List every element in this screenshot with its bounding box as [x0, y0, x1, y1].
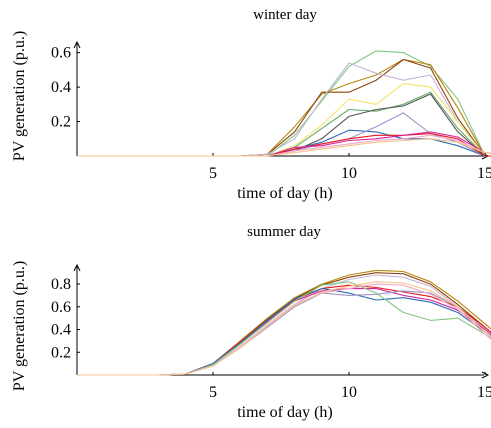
winter-y-tick-label: 0.6 [51, 45, 71, 62]
summer-ticks: 51015200.20.40.60.8 [51, 276, 491, 401]
winter-x-tick-label: 10 [341, 165, 357, 182]
summer-y-tick-label: 0.2 [51, 344, 71, 361]
winter-series-line-6 [77, 92, 491, 156]
summer-series-line-6 [77, 289, 491, 375]
winter-series-line-2 [77, 60, 491, 157]
winter-chart: winter day PV generation (p.u.) time of … [11, 7, 491, 202]
summer-series-line-8 [77, 291, 491, 375]
winter-ylabel: PV generation (p.u.) [11, 31, 28, 161]
winter-series-line-7 [77, 94, 491, 156]
winter-series-line-3 [77, 60, 491, 157]
summer-ylabel: PV generation (p.u.) [11, 261, 28, 391]
winter-y-tick-label: 0.4 [51, 79, 71, 96]
winter-xlabel: time of day (h) [237, 185, 333, 202]
winter-series [77, 51, 491, 156]
winter-x-tick-label: 15 [477, 165, 491, 182]
summer-x-tick-label: 15 [477, 384, 491, 401]
summer-x-tick-label: 10 [341, 384, 357, 401]
summer-y-tick-label: 0.8 [51, 276, 71, 293]
winter-axes [74, 42, 488, 159]
winter-y-tick-label: 0.2 [51, 114, 71, 131]
summer-xlabel: time of day (h) [237, 404, 333, 421]
winter-series-line-13 [77, 139, 491, 156]
winter-title: winter day [253, 7, 317, 23]
summer-y-tick-label: 0.4 [51, 322, 71, 339]
summer-title: summer day [247, 224, 321, 240]
summer-chart: summer day PV generation (p.u.) time of … [11, 224, 491, 421]
summer-series-line-2 [77, 273, 491, 375]
summer-series-line-9 [77, 284, 491, 375]
summer-x-tick-label: 5 [209, 384, 217, 401]
summer-y-tick-label: 0.6 [51, 299, 71, 316]
winter-x-tick-label: 5 [209, 165, 217, 182]
summer-series-line-4 [77, 285, 491, 375]
summer-series [77, 270, 491, 375]
winter-series-line-4 [77, 63, 491, 156]
winter-ticks: 51015200.20.40.6 [51, 45, 491, 182]
